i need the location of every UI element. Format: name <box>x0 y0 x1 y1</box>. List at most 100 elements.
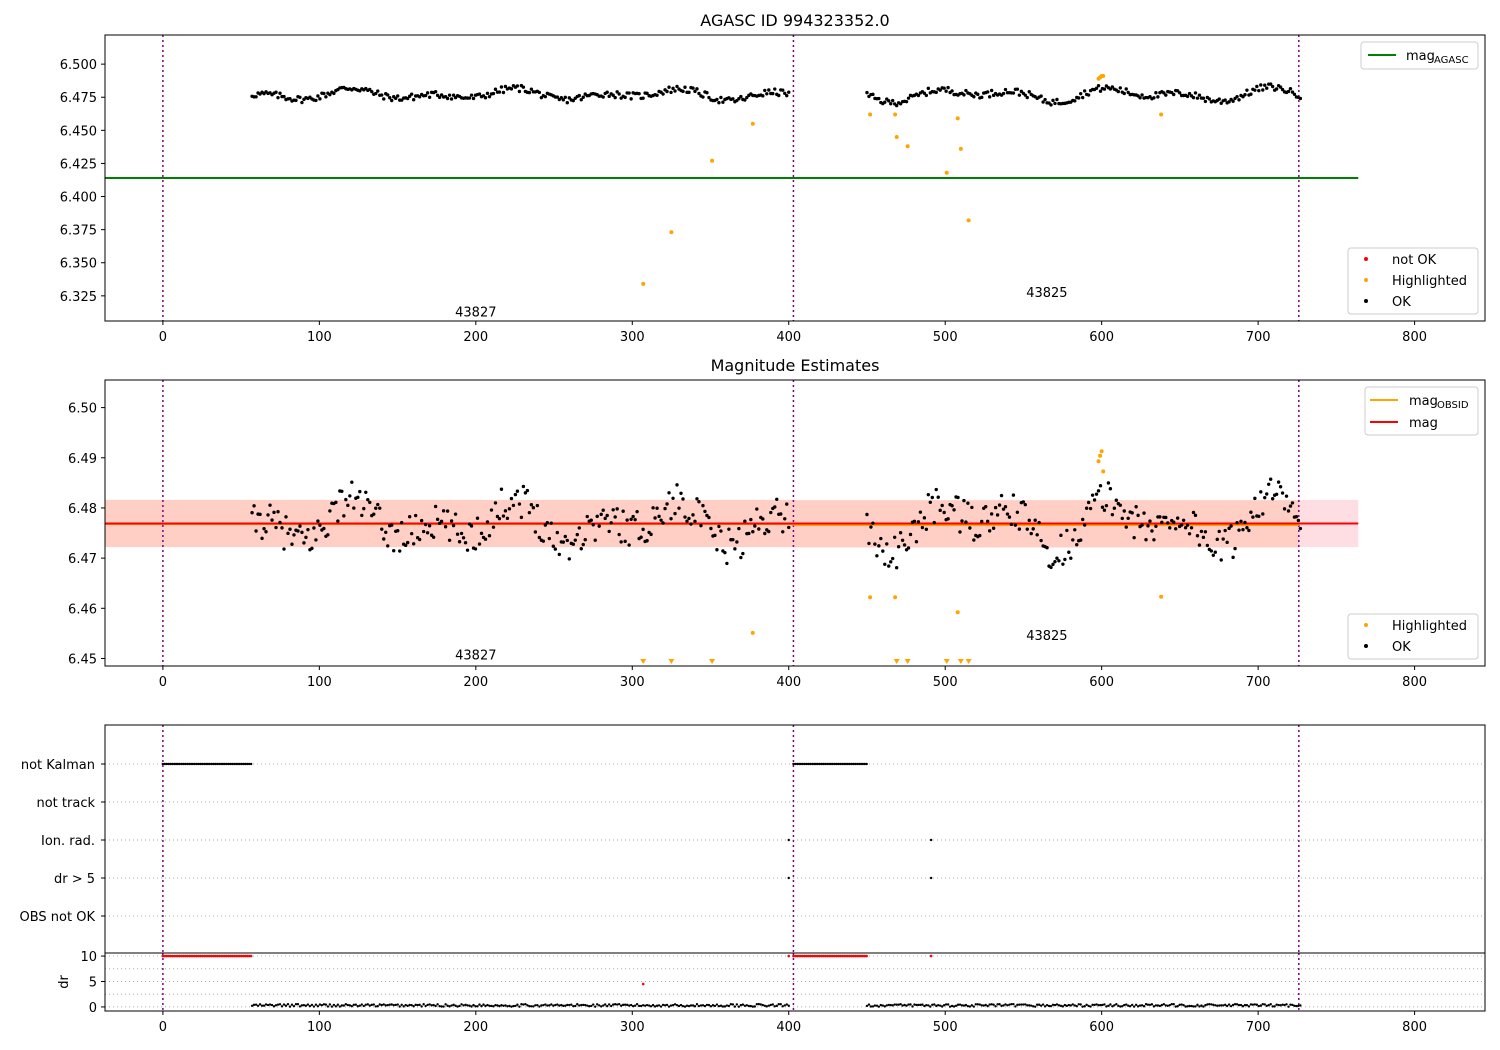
flag-point <box>191 762 195 766</box>
ok-point <box>743 98 747 102</box>
dr-point <box>582 1003 585 1007</box>
ok-point <box>475 516 480 520</box>
ok-point <box>390 98 394 103</box>
dr-not-kalman-point <box>219 954 223 958</box>
dr-point <box>580 1003 583 1007</box>
ok-point <box>873 542 877 546</box>
ok-point <box>1187 91 1192 96</box>
ok-point <box>978 533 982 538</box>
dr-point <box>944 1003 948 1006</box>
dr-point <box>420 1005 423 1008</box>
ok-point <box>314 538 318 542</box>
dr-point <box>366 1003 369 1006</box>
dr-point <box>950 1004 954 1008</box>
flag-point <box>795 762 799 766</box>
dr-point <box>324 1003 328 1006</box>
ok-point <box>611 93 615 97</box>
ok-point <box>503 509 508 513</box>
ok-point <box>1067 550 1071 554</box>
dr-point <box>745 1004 749 1007</box>
ok-point <box>314 98 318 103</box>
dr-point <box>286 1003 290 1006</box>
ok-point <box>501 514 506 518</box>
ok-point <box>671 496 675 501</box>
dr-point <box>438 1004 441 1008</box>
dr-point <box>572 1004 575 1008</box>
ok-point <box>417 95 422 99</box>
dr-point <box>1285 1003 1288 1006</box>
ok-point <box>392 548 396 553</box>
x-tick-label: 300 <box>620 675 645 690</box>
ok-point <box>1231 99 1235 103</box>
dr-point <box>966 1004 970 1008</box>
dr-point <box>1227 1003 1231 1006</box>
dr-not-kalman-point <box>929 954 933 958</box>
dr-point <box>1063 1003 1067 1007</box>
ok-point <box>739 555 743 560</box>
ok-point <box>701 95 705 99</box>
dr-point <box>1184 1005 1187 1008</box>
dr-point <box>1091 1003 1094 1007</box>
dr-point <box>528 1005 531 1008</box>
ok-point <box>1140 523 1144 527</box>
dr-point <box>1251 1003 1255 1006</box>
ok-point <box>757 527 761 531</box>
dr-point <box>368 1004 371 1007</box>
ok-point <box>1158 515 1162 519</box>
highlighted-point <box>1096 459 1101 464</box>
highlighted-point <box>944 170 949 175</box>
dr-point <box>1160 1003 1164 1007</box>
dr-point <box>705 1003 709 1007</box>
dr-point <box>306 1003 310 1006</box>
dr-point <box>627 1004 631 1007</box>
ok-point <box>663 506 667 511</box>
dr-point <box>1057 1004 1061 1007</box>
dr-point <box>881 1004 885 1007</box>
dr-not-kalman-point <box>227 954 230 958</box>
dr-point <box>1178 1003 1181 1007</box>
ok-point <box>601 95 605 99</box>
flag-point <box>799 762 803 766</box>
flag-point <box>231 762 234 766</box>
legend-marker <box>1364 623 1368 627</box>
ok-point <box>597 524 601 528</box>
ok-point <box>972 538 976 542</box>
flag-point <box>816 762 820 766</box>
dr-point <box>773 1005 776 1008</box>
ok-point <box>709 526 713 531</box>
ok-point <box>685 519 689 523</box>
dr-point <box>715 1003 719 1006</box>
flag-point <box>206 762 210 766</box>
dr-point <box>452 1003 455 1007</box>
ok-point <box>417 537 422 542</box>
ok-point <box>368 500 372 505</box>
ok-point <box>1199 529 1204 534</box>
ok-point <box>1039 538 1043 543</box>
dr-point <box>1257 1004 1261 1008</box>
flag-point <box>801 762 805 766</box>
ok-point <box>1080 95 1085 100</box>
dr-point <box>1113 1004 1116 1007</box>
ok-point <box>326 533 330 537</box>
flag-point <box>929 838 933 842</box>
dr-point <box>935 1004 938 1008</box>
dr-point <box>1148 1003 1152 1006</box>
dr-point <box>422 1003 425 1006</box>
ok-point <box>1280 491 1285 495</box>
dr-point <box>386 1003 389 1007</box>
dr-point <box>302 1004 306 1007</box>
dr-point <box>402 1005 405 1008</box>
ok-point <box>731 537 735 542</box>
dr-point <box>1125 1003 1128 1006</box>
dr-point <box>1128 1004 1132 1008</box>
ok-point <box>775 497 779 501</box>
dr-point <box>1136 1005 1140 1008</box>
ok-point <box>667 491 671 495</box>
y-tick-label: 6.350 <box>60 257 97 272</box>
panel-frame <box>104 34 1486 322</box>
dr-point <box>1192 1005 1195 1008</box>
ok-point <box>1023 502 1027 507</box>
dr-point <box>1081 1005 1084 1008</box>
dr-point <box>968 1005 972 1008</box>
ok-point <box>703 509 707 514</box>
